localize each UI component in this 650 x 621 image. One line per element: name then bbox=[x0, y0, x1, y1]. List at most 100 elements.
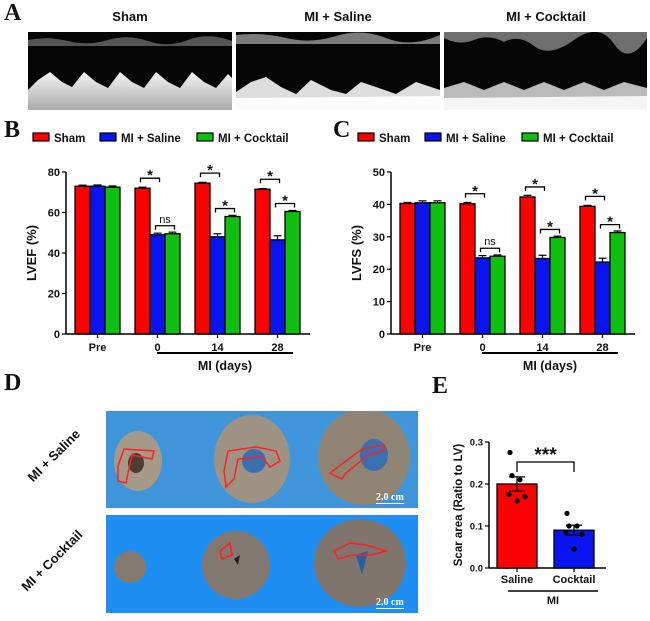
chart-lvef: Sham MI + Saline MI + Cocktail 0 20 40 60 80 LVE… bbox=[24, 132, 310, 373]
panel-letter-d: D bbox=[4, 370, 22, 396]
scar-point-1-4 bbox=[579, 531, 585, 537]
scar-sig-bracket bbox=[516, 461, 575, 472]
lvfs-legend-swatch-0 bbox=[357, 132, 375, 142]
lvef-y-label: LVEF (%) bbox=[24, 225, 39, 281]
scar-point-0-0 bbox=[507, 449, 513, 456]
lvfs-bar-1-2 bbox=[489, 255, 506, 335]
lvef-y-tick-label-2: 40 bbox=[48, 248, 60, 260]
echo-trace-saline bbox=[236, 32, 440, 110]
lvef-bar-3-0 bbox=[254, 188, 271, 335]
lvfs-bar-1-0 bbox=[459, 203, 476, 335]
lvfs-x-tick-label-0: Pre bbox=[414, 342, 432, 354]
lvfs-x-label: MI (days) bbox=[523, 359, 577, 373]
scar-x-tick-label-0: Saline bbox=[501, 574, 533, 586]
scar-point-0-1 bbox=[509, 473, 515, 479]
scar-point-1-1 bbox=[566, 523, 572, 529]
lvef-legend-label-1: MI + Saline bbox=[121, 133, 181, 145]
scar-y-label: Scar area (Ratio to LV) bbox=[453, 444, 465, 567]
echo-image-cocktail bbox=[444, 32, 647, 110]
lvfs-sig-bracket-2 bbox=[524, 186, 546, 191]
lvef-x-tick-label-3: 28 bbox=[271, 342, 283, 354]
lvfs-bar-3-2 bbox=[609, 231, 626, 335]
echo-trace-sham bbox=[28, 36, 232, 110]
lvfs-sig-label-3: * bbox=[547, 218, 553, 235]
lvef-x-tick-label-1: 0 bbox=[154, 342, 160, 354]
lvfs-x-tick-label-2: 14 bbox=[536, 342, 549, 354]
lvef-bar-2-2 bbox=[224, 215, 241, 335]
scar-point-0-3 bbox=[506, 491, 512, 498]
panel-letter-b: B bbox=[4, 117, 21, 143]
panel-letter-c: C bbox=[333, 117, 351, 143]
lvfs-sig-bracket-5 bbox=[599, 223, 621, 229]
lvef-sig-bracket-4 bbox=[259, 178, 281, 184]
lvfs-y-tick-label-4: 40 bbox=[373, 199, 385, 211]
lvef-x-tick-label-2: 14 bbox=[211, 342, 224, 354]
lvfs-sig-bracket-3 bbox=[539, 228, 561, 234]
scar-point-0-2 bbox=[517, 477, 523, 483]
lvef-legend-swatch-0 bbox=[32, 132, 50, 142]
heart-slices-saline-graphic bbox=[114, 411, 410, 505]
lvef-x-tick-label-0: Pre bbox=[89, 342, 107, 354]
scar-point-1-5 bbox=[571, 546, 577, 552]
lvef-bar-0-1 bbox=[89, 185, 106, 335]
lvef-bar-3-2 bbox=[284, 210, 301, 335]
lvfs-sig-label-5: * bbox=[607, 214, 613, 231]
lvef-sig-label-3: * bbox=[222, 198, 228, 215]
scar-point-0-4 bbox=[522, 494, 528, 500]
lvef-legend-label-2: MI + Cocktail bbox=[218, 133, 289, 145]
lvfs-sig-bracket-1 bbox=[479, 247, 501, 253]
lvfs-y-tick-label-3: 30 bbox=[373, 232, 385, 244]
lvef-legend-label-0: Sham bbox=[54, 133, 85, 145]
scar-y-tick-label-1: 0.1 bbox=[470, 522, 484, 533]
lvef-sig-bracket-3 bbox=[214, 207, 236, 213]
lvef-sig-label-2: * bbox=[207, 162, 213, 179]
lvef-legend-swatch-1 bbox=[99, 132, 117, 142]
lvfs-y-tick-label-1: 10 bbox=[373, 297, 385, 309]
chart-lvfs: Sham MI + Saline MI + Cocktail 0 10 20 30 40 50 L… bbox=[349, 132, 635, 373]
lvfs-sig-label-1: ns bbox=[484, 236, 496, 248]
lvfs-legend-label-0: Sham bbox=[379, 133, 410, 145]
lvef-bar-0-2 bbox=[104, 186, 121, 335]
lvef-sig-label-0: * bbox=[147, 167, 153, 184]
lvef-sig-label-1: ns bbox=[159, 214, 171, 226]
lvfs-y-tick-label-2: 20 bbox=[373, 264, 385, 276]
lvef-y-tick-label-0: 0 bbox=[54, 329, 60, 341]
lvef-bar-3-1 bbox=[269, 239, 286, 335]
lvef-bar-1-2 bbox=[164, 233, 181, 335]
scale-bar-cocktail: 2.0 cm bbox=[376, 597, 404, 609]
panel-letter-e: E bbox=[432, 373, 449, 399]
chart-scar-area: 0.0 0.1 0.2 0.3 Scar area (Ratio to LV) Salin… bbox=[453, 438, 606, 607]
lvef-bar-1-1 bbox=[149, 234, 166, 335]
lvfs-bar-2-0 bbox=[519, 196, 536, 335]
lvfs-bar-0-0 bbox=[399, 202, 416, 335]
lvfs-bar-1-1 bbox=[474, 257, 491, 335]
lvfs-y-label: LVFS (%) bbox=[349, 225, 364, 281]
lvef-sig-label-4: * bbox=[267, 168, 273, 185]
lvef-sig-bracket-2 bbox=[199, 172, 221, 178]
echo-image-sham bbox=[28, 32, 232, 110]
lvef-sig-bracket-1 bbox=[154, 225, 176, 230]
scar-point-1-3 bbox=[563, 529, 569, 535]
lvfs-bar-0-2 bbox=[429, 202, 446, 335]
lvfs-y-tick-label-0: 0 bbox=[379, 329, 385, 341]
lvfs-y-tick-label-5: 50 bbox=[373, 167, 385, 179]
lvfs-bar-3-0 bbox=[579, 205, 596, 335]
lvef-y-tick-label-4: 80 bbox=[48, 167, 60, 179]
scar-point-1-0 bbox=[564, 510, 570, 516]
lvef-bar-0-0 bbox=[74, 185, 91, 335]
lvfs-bar-2-1 bbox=[534, 257, 551, 335]
row-label-cocktail: MI + Cocktail bbox=[18, 526, 86, 595]
lvef-sig-bracket-0 bbox=[139, 177, 161, 183]
scar-y-tick-label-0: 0.0 bbox=[470, 564, 483, 575]
scale-bar-saline: 2.0 cm bbox=[376, 492, 404, 504]
lvef-x-label: MI (days) bbox=[198, 359, 252, 373]
lvfs-sig-label-4: * bbox=[592, 185, 598, 202]
echo-title-cocktail: MI + Cocktail bbox=[506, 9, 586, 24]
lvfs-sig-bracket-0 bbox=[464, 193, 486, 198]
echo-trace-cocktail bbox=[444, 32, 647, 110]
scar-y-tick-label-2: 0.2 bbox=[470, 480, 483, 491]
lvef-y-tick-label-1: 20 bbox=[48, 289, 60, 301]
lvef-bar-2-1 bbox=[209, 236, 226, 335]
lvfs-bar-2-2 bbox=[549, 236, 566, 335]
scar-x-label: MI bbox=[547, 595, 559, 607]
